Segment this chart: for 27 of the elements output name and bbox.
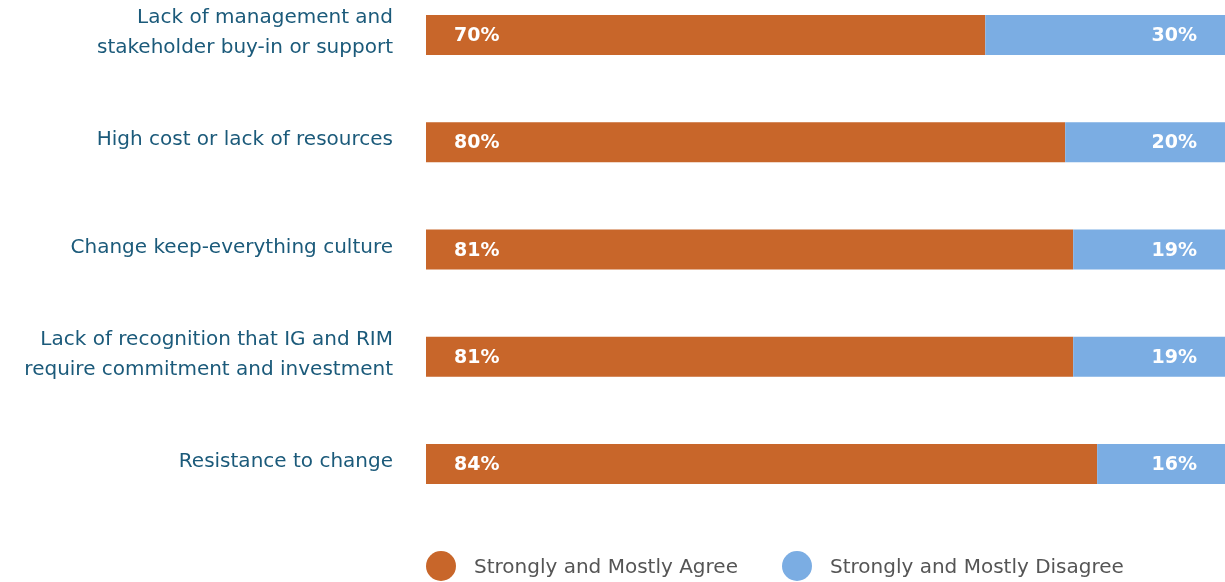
data-label: 20% [1151, 130, 1197, 153]
y-tick-label: Resistance to change [178, 448, 393, 472]
data-label: 30% [1151, 23, 1197, 45]
bar [426, 15, 986, 55]
legend-label: Strongly and Mostly Agree [474, 554, 738, 578]
bar [426, 229, 1074, 270]
y-tick-label: High cost or lack of resources [96, 126, 393, 151]
bar [1097, 444, 1225, 484]
legend-label: Strongly and Mostly Disagree [830, 554, 1124, 578]
y-tick-label: Change keep-everything culture [70, 233, 393, 258]
bar [1065, 122, 1225, 163]
data-label: 19% [1151, 344, 1197, 367]
bar [426, 122, 1066, 163]
bar [426, 336, 1074, 377]
data-label: 19% [1151, 237, 1197, 260]
bar [1073, 229, 1225, 270]
data-label: 84% [454, 452, 500, 474]
y-tick-label: Lack of management and stakeholder buy-in or support [96, 4, 394, 58]
bar [1073, 336, 1225, 377]
bar [985, 15, 1225, 55]
data-label: 81% [454, 344, 500, 367]
data-label: 70% [454, 23, 500, 45]
bar [426, 444, 1098, 484]
data-label: 81% [454, 237, 500, 260]
data-label: 16% [1151, 452, 1197, 474]
y-tick-label: Lack of recognition that IG and RIM require commitment and investment [24, 325, 394, 380]
data-label: 80% [454, 130, 500, 153]
